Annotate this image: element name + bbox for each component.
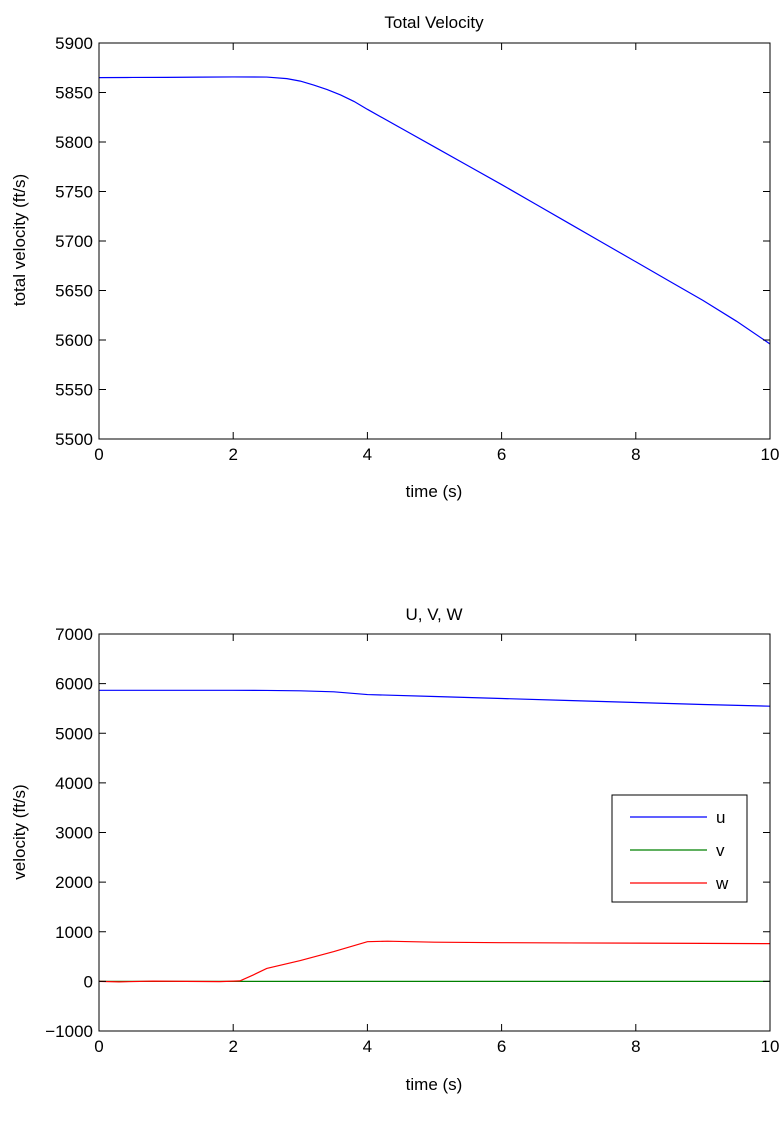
x-tick-label: 2 — [228, 1037, 237, 1056]
x-tick-label: 10 — [761, 445, 780, 464]
x-tick-label: 4 — [363, 1037, 372, 1056]
y-tick-label: 5800 — [55, 133, 93, 152]
y-tick-label: 5500 — [55, 430, 93, 449]
chart-title: U, V, W — [406, 605, 463, 624]
y-tick-label: 3000 — [55, 824, 93, 843]
legend-label-u: u — [716, 808, 725, 827]
x-axis-label: time (s) — [406, 1075, 463, 1094]
x-tick-label: 6 — [497, 1037, 506, 1056]
x-tick-label: 8 — [631, 1037, 640, 1056]
total-velocity-chart: Total Velocity time (s) total velocity (… — [10, 13, 779, 501]
y-tick-label: 5750 — [55, 183, 93, 202]
series-line-w — [99, 940, 770, 983]
y-tick-label: 5850 — [55, 84, 93, 103]
y-axis-label: velocity (ft/s) — [10, 784, 29, 879]
x-tick-label: 0 — [94, 1037, 103, 1056]
x-axis-label: time (s) — [406, 482, 463, 501]
plot-area: 0 2 4 6 8 10−10000100020003000400050006000700… — [45, 625, 779, 1056]
y-tick-label: 5650 — [55, 282, 93, 301]
y-tick-label: 5550 — [55, 381, 93, 400]
y-tick-label: 5000 — [55, 724, 93, 743]
legend-label-w: w — [715, 874, 729, 893]
x-tick-label: 10 — [761, 1037, 780, 1056]
y-tick-label: 4000 — [55, 774, 93, 793]
y-tick-label: −1000 — [45, 1022, 93, 1041]
uvw-velocity-chart: U, V, W time (s) velocity (ft/s) 0 2 4 6 8 10… — [10, 605, 779, 1094]
legend-box — [611, 794, 748, 903]
chart-title: Total Velocity — [384, 13, 484, 32]
y-tick-label: 5600 — [55, 331, 93, 350]
y-tick-label: 6000 — [55, 675, 93, 694]
legend-label-v: v — [716, 841, 725, 860]
x-tick-label: 8 — [631, 445, 640, 464]
axes-box — [98, 42, 771, 440]
series-line-u — [99, 689, 770, 707]
series-line-0 — [99, 76, 770, 345]
y-tick-label: 0 — [84, 972, 93, 991]
y-tick-label: 5900 — [55, 34, 93, 53]
x-tick-label: 2 — [228, 445, 237, 464]
x-tick-label: 4 — [363, 445, 372, 464]
y-axis-label: total velocity (ft/s) — [10, 174, 29, 306]
legend: uvw — [611, 794, 748, 903]
y-tick-label: 5700 — [55, 232, 93, 251]
x-tick-label: 6 — [497, 445, 506, 464]
y-tick-label: 1000 — [55, 923, 93, 942]
x-tick-label: 0 — [94, 445, 103, 464]
plot-area: 0 2 4 6 8 10 5500 5550 5600 5650 5700 5750 5800 5850 5… — [55, 34, 779, 464]
y-tick-label: 7000 — [55, 625, 93, 644]
y-tick-label: 2000 — [55, 873, 93, 892]
